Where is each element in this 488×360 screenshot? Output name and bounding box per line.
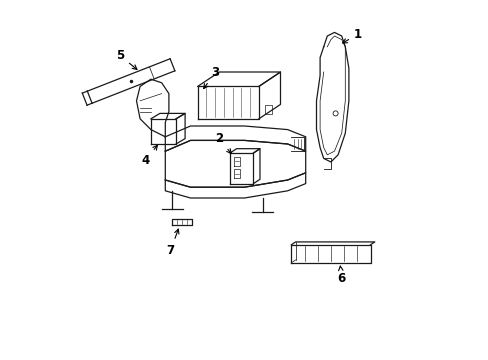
Text: 3: 3 <box>203 66 219 89</box>
Text: 6: 6 <box>337 266 345 285</box>
Text: 1: 1 <box>342 28 361 43</box>
Text: 7: 7 <box>166 229 179 257</box>
Text: 2: 2 <box>215 132 231 153</box>
Text: 4: 4 <box>141 145 157 167</box>
Text: 5: 5 <box>116 49 137 69</box>
